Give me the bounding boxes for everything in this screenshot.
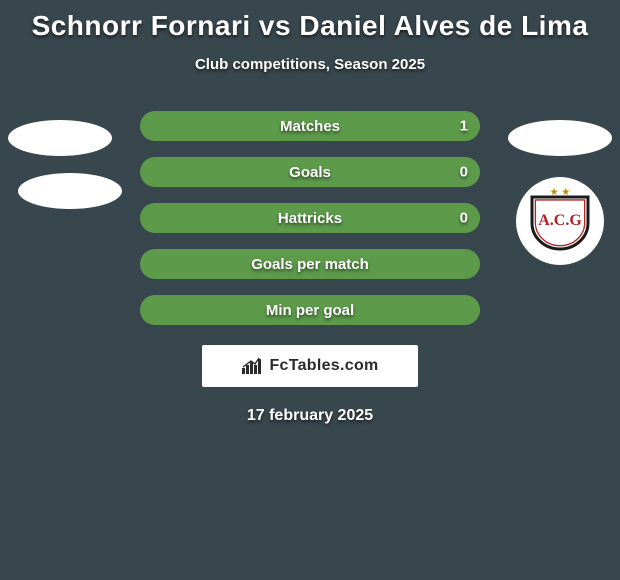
stat-value-right: 1 — [460, 118, 468, 135]
site-text: FcTables.com — [269, 357, 378, 375]
bar-chart-icon — [241, 357, 263, 375]
stat-row: Hattricks 0 — [140, 203, 480, 233]
date-text: 17 february 2025 — [0, 407, 620, 425]
stat-label: Goals per match — [251, 256, 369, 273]
page-title: Schnorr Fornari vs Daniel Alves de Lima — [0, 0, 620, 42]
stat-label: Min per goal — [266, 302, 354, 319]
badge-main-text: A.C.G — [538, 212, 582, 229]
stat-value-right: 0 — [460, 164, 468, 181]
stat-row: Goals per match — [140, 249, 480, 279]
stat-row: Matches 1 — [140, 111, 480, 141]
stat-value-right: 0 — [460, 210, 468, 227]
player-right-avatar-placeholder — [508, 120, 612, 156]
stat-label: Matches — [280, 118, 340, 135]
player-left-avatar-placeholder-1 — [8, 120, 112, 156]
subtitle: Club competitions, Season 2025 — [0, 56, 620, 73]
player-left-avatar-placeholder-2 — [18, 173, 122, 209]
club-badge: ★ ★ A.C.G — [516, 177, 604, 265]
stat-label: Goals — [289, 164, 331, 181]
site-attribution: FcTables.com — [202, 345, 418, 387]
stat-row: Min per goal — [140, 295, 480, 325]
club-badge-icon: ★ ★ A.C.G — [520, 181, 600, 261]
stat-row: Goals 0 — [140, 157, 480, 187]
stat-label: Hattricks — [278, 210, 342, 227]
